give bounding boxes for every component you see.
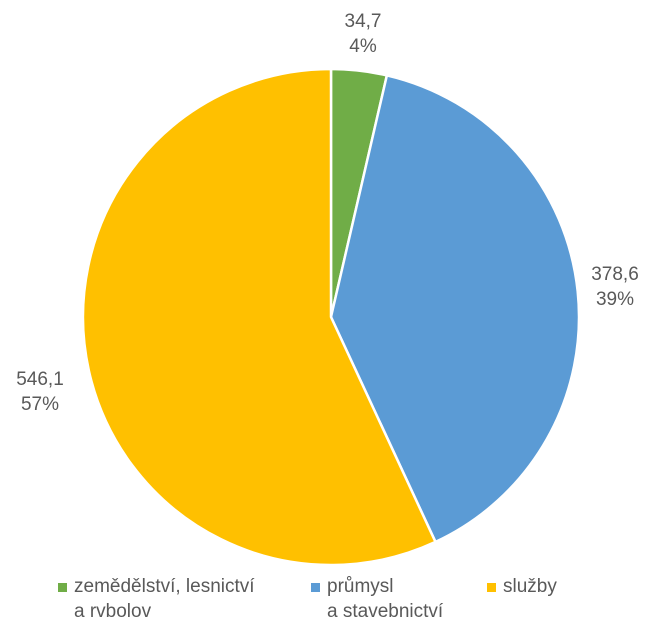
data-label-services-percent: 57% xyxy=(20,394,60,415)
data-label-agriculture: 34,7 4% xyxy=(318,9,408,59)
legend-label-services: služby xyxy=(503,574,557,599)
pie-slice-industry xyxy=(329,74,581,544)
data-label-agriculture-percent: 4% xyxy=(349,36,377,57)
legend-label-line: a stavebnictví xyxy=(327,601,444,622)
data-label-industry-percent: 39% xyxy=(595,289,635,310)
legend-swatch-agriculture xyxy=(58,583,67,592)
legend-label-industry: průmysl a stavebnictví xyxy=(327,574,443,624)
legend-label-line: průmysl xyxy=(327,576,394,597)
data-label-industry: 378,6 39% xyxy=(575,262,654,312)
legend-label-line: zemědělství, lesnictví xyxy=(74,576,255,597)
legend-label-agriculture: zemědělství, lesnictví a rvbolov xyxy=(74,574,255,624)
data-label-agriculture-value: 34,7 xyxy=(344,11,382,32)
legend-swatch-industry xyxy=(311,583,320,592)
legend-label-line: služby xyxy=(503,576,557,597)
data-label-industry-value: 378,6 xyxy=(591,264,639,285)
pie-slice-services xyxy=(81,67,437,567)
pie-plot-area xyxy=(81,67,581,567)
legend-label-line: a rvbolov xyxy=(74,601,152,622)
chart-legend: zemědělství, lesnictví a rvbolov průmysl… xyxy=(0,574,654,628)
legend-swatch-services xyxy=(487,583,496,592)
data-label-services: 546,1 57% xyxy=(0,367,80,417)
data-label-services-value: 546,1 xyxy=(16,369,64,390)
